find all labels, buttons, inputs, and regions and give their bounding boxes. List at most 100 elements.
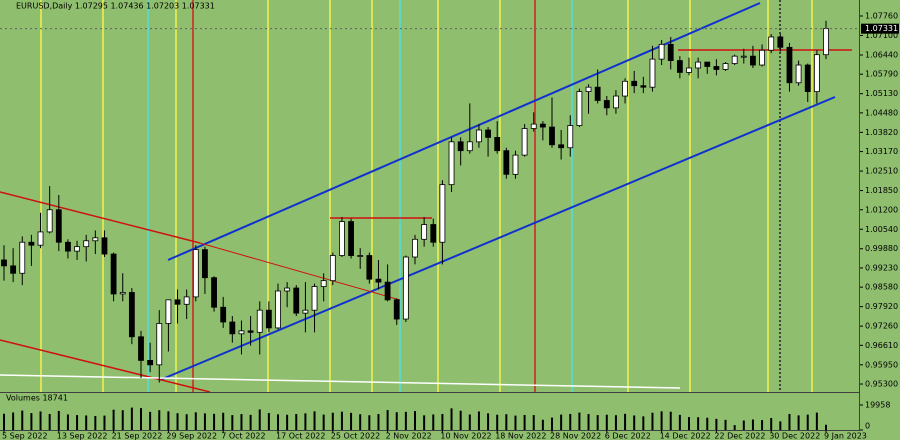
candle-body xyxy=(676,60,683,73)
x-tick-label: 25 Oct 2022 xyxy=(331,432,380,440)
candle-body xyxy=(10,265,17,274)
candle-body xyxy=(1,259,7,267)
candle-body xyxy=(823,28,829,56)
candle-body xyxy=(603,100,610,109)
candle-body xyxy=(695,61,702,69)
x-tick-label: 17 Oct 2022 xyxy=(276,432,325,440)
y-tick-label: 0.95300 xyxy=(865,380,898,389)
last-price-box xyxy=(861,23,899,34)
candle-body xyxy=(795,64,802,84)
candle-body xyxy=(768,36,775,51)
candle-body xyxy=(329,255,336,282)
candle-body xyxy=(229,321,236,335)
candle-body xyxy=(539,123,546,128)
chart-title: EURUSD,Daily 1.07295 1.07436 1.07203 1.0… xyxy=(16,2,215,11)
y-tick-label: 1.00540 xyxy=(865,225,898,234)
y-tick-label: 1.07100 xyxy=(865,31,898,40)
candle-body xyxy=(147,359,154,366)
candle-body xyxy=(128,292,135,338)
x-tick-label: 9 Jan 2023 xyxy=(824,432,867,440)
x-tick-label: 14 Dec 2022 xyxy=(660,432,711,440)
y-tick-label: 0.95950 xyxy=(865,360,898,369)
candle-body xyxy=(476,129,482,143)
y-tick-label: 1.07760 xyxy=(865,11,898,20)
y-tick-label: 1.02510 xyxy=(865,167,898,176)
x-tick-label: 13 Sep 2022 xyxy=(57,432,108,440)
candle-body xyxy=(649,58,656,88)
x-tick-label: 2 Nov 2022 xyxy=(386,432,432,440)
x-tick-label: 10 Nov 2022 xyxy=(440,432,491,440)
y-tick-label: 0.99880 xyxy=(865,244,898,253)
y-tick-label: 1.06440 xyxy=(865,50,898,59)
candle-body xyxy=(558,144,565,149)
y-tick-label: 1.01850 xyxy=(865,186,898,195)
candle-body xyxy=(457,141,464,152)
y-tick-label: 1.04480 xyxy=(865,108,898,117)
candle-body xyxy=(439,184,446,243)
candle-body xyxy=(55,209,62,243)
x-tick-label: 22 Dec 2022 xyxy=(714,432,765,440)
candle-body xyxy=(220,306,227,323)
candle-body xyxy=(375,278,382,283)
candle-body xyxy=(92,237,99,242)
candle-body xyxy=(46,209,53,233)
y-tick-label: 0.99230 xyxy=(865,263,898,272)
candle-body xyxy=(759,49,765,66)
candle-body xyxy=(430,224,437,243)
candle-body xyxy=(576,91,583,126)
candle-body xyxy=(667,43,674,61)
y-tick-label: 19958 xyxy=(865,401,890,410)
x-tick-label: 18 Nov 2022 xyxy=(495,432,546,440)
candle-body xyxy=(366,255,373,280)
candle-body xyxy=(521,128,528,156)
candle-body xyxy=(722,63,729,70)
candle-body xyxy=(412,238,418,258)
volume-title: Volumes 18741 xyxy=(6,394,68,403)
candle-body xyxy=(750,55,756,66)
y-tick-label: 0.97260 xyxy=(865,322,898,331)
candle-body xyxy=(485,129,491,138)
candle-body xyxy=(302,309,309,314)
candle-body xyxy=(786,46,793,84)
candle-body xyxy=(421,224,428,240)
x-tick-label: 21 Sep 2022 xyxy=(112,432,163,440)
candle-body xyxy=(110,253,117,295)
candle-body xyxy=(530,123,537,129)
candle-body xyxy=(357,255,364,257)
y-tick-label: 0.98580 xyxy=(865,283,898,292)
x-tick-label: 29 Sep 2022 xyxy=(166,432,217,440)
candle-body xyxy=(311,286,318,311)
candle-body xyxy=(211,277,217,308)
candle-body xyxy=(202,249,208,279)
candle-body xyxy=(293,287,300,314)
candle-body xyxy=(238,330,245,335)
candle-body xyxy=(174,299,181,305)
y-tick-label: 1.05130 xyxy=(865,89,898,98)
x-tick-label: 6 Dec 2022 xyxy=(605,432,651,440)
x-tick-label: 28 Nov 2022 xyxy=(550,432,601,440)
candle-body xyxy=(804,64,811,93)
candle-body xyxy=(348,221,354,256)
candle-body xyxy=(256,309,263,333)
y-tick-label: 1.01200 xyxy=(865,205,898,214)
candle-body xyxy=(567,125,574,149)
candle-body xyxy=(74,246,80,252)
y-tick-label: 1.03170 xyxy=(865,147,898,156)
y-tick-label: 1.03820 xyxy=(865,128,898,137)
candle-body xyxy=(466,141,473,152)
candle-body xyxy=(594,86,601,101)
axis-border xyxy=(0,430,860,431)
axis-border xyxy=(859,0,860,430)
candle-body xyxy=(247,330,254,333)
candle-body xyxy=(740,55,747,58)
candle-body xyxy=(37,231,44,246)
candle-body xyxy=(503,150,510,175)
candle-body xyxy=(165,299,172,324)
x-tick-label: 7 Oct 2022 xyxy=(221,432,265,440)
candle-body xyxy=(686,67,692,73)
candle-body xyxy=(119,292,126,295)
candle-body xyxy=(631,80,638,87)
candle-body xyxy=(658,43,665,60)
candle-body xyxy=(384,281,391,301)
